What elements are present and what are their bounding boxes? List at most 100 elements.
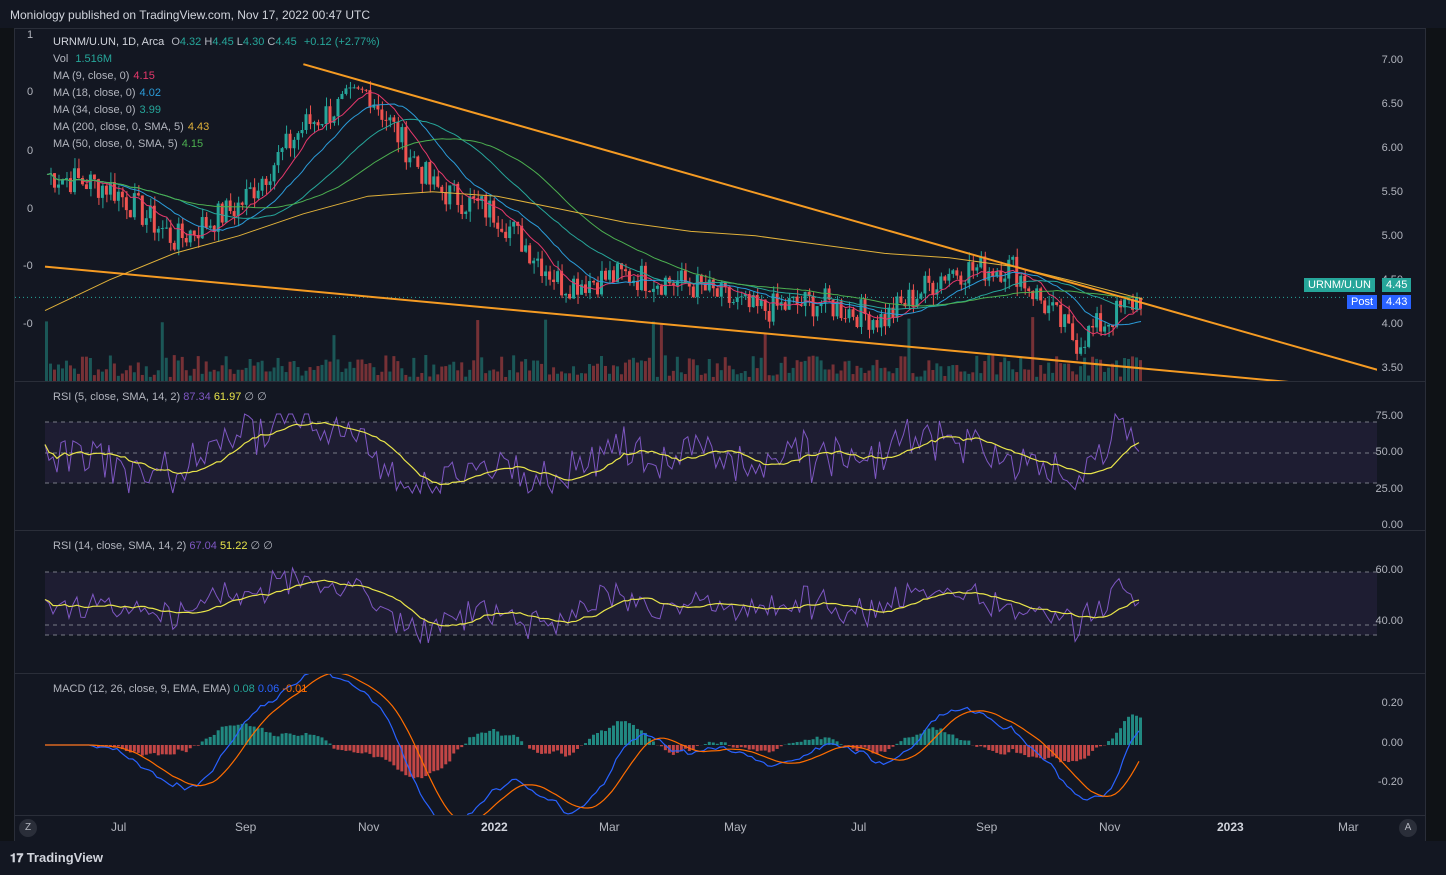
candle-body	[1075, 340, 1079, 354]
candle-body	[767, 310, 771, 322]
volume-bar	[336, 359, 340, 381]
candle-body	[715, 288, 719, 297]
ma-line-9[interactable]: MA (9, close, 0) 4.15	[53, 68, 380, 85]
ma-line-200[interactable]: MA (200, close, 0, SMA, 5) 4.43	[53, 119, 380, 136]
macd-histogram-bar	[1047, 745, 1051, 758]
symbol-name[interactable]: URNM/U.UN, 1D, Arca	[53, 36, 165, 48]
rsi5-axis[interactable]: 75.00 50.00 25.00 0.00	[1375, 382, 1425, 531]
macd-histogram-bar	[1063, 745, 1067, 762]
candle-body	[56, 184, 60, 188]
volume-bar	[1135, 357, 1139, 381]
macd-axis[interactable]: 0.20 0.00 -0.20	[1377, 674, 1425, 815]
volume-bar	[68, 365, 72, 381]
time-axis[interactable]: Z Jul Sep Nov 2022 Mar May Jul Sep Nov 2…	[15, 815, 1425, 841]
macd-histogram-bar	[288, 733, 292, 745]
chart-frame[interactable]: URNM/U.UN, 1D, Arca O4.32 H4.45 L4.30 C4…	[14, 28, 1426, 842]
macd-histogram-bar	[484, 732, 488, 745]
candle-body	[560, 271, 564, 296]
rsi14-legend[interactable]: RSI (14, close, SMA, 14, 2) 67.04 51.22 …	[53, 538, 273, 555]
volume-bar	[1031, 317, 1035, 381]
volume-bar	[300, 375, 304, 381]
macd-histogram-bar	[1007, 745, 1011, 753]
candle-body	[1087, 325, 1091, 347]
pane-divider[interactable]	[15, 673, 1425, 674]
macd-histogram-bar	[436, 745, 440, 771]
macd-histogram-bar	[292, 734, 296, 745]
macd-histogram-bar	[380, 745, 384, 758]
volume-bar	[60, 368, 64, 381]
macd-histogram-bar	[931, 727, 935, 745]
volume-bar	[436, 374, 440, 381]
pane-divider[interactable]	[15, 381, 1425, 382]
macd-histogram-bar	[260, 727, 264, 745]
candle-body	[731, 302, 735, 304]
volume-bar	[955, 365, 959, 381]
zoom-reset-button[interactable]: Z	[19, 819, 37, 837]
ma-line-34[interactable]: MA (34, close, 0) 3.99	[53, 102, 380, 119]
candle-body	[771, 293, 775, 322]
volume-bar	[152, 374, 156, 381]
macd-pane[interactable]	[15, 674, 1377, 815]
volume-bar	[136, 362, 140, 381]
macd-histogram-bar	[148, 745, 152, 754]
candle-body	[84, 184, 88, 190]
volume-bar	[1019, 357, 1023, 381]
candle-body	[983, 256, 987, 281]
price-axis[interactable]: 7.00 6.50 6.00 5.50 5.00 4.50 4.00 3.50	[1377, 29, 1425, 381]
macd-histogram-bar	[216, 730, 220, 745]
time-axis-divider	[15, 815, 1425, 816]
high-label: H	[204, 36, 213, 48]
rsi5-legend[interactable]: RSI (5, close, SMA, 14, 2) 87.34 61.97 ∅…	[53, 389, 267, 406]
macd-histogram-bar	[755, 745, 759, 752]
candle-body	[444, 192, 448, 205]
volume-bar	[128, 365, 132, 381]
volume-bar	[1055, 356, 1059, 381]
macd-histogram-bar	[452, 745, 456, 754]
auto-scale-button[interactable]: A	[1399, 819, 1417, 837]
pane-divider[interactable]	[15, 530, 1425, 531]
macd-histogram-bar	[911, 736, 915, 745]
macd-legend[interactable]: MACD (12, 26, close, 9, EMA, EMA) 0.08 0…	[53, 681, 307, 698]
candle-body	[424, 162, 428, 184]
candle-body	[488, 200, 492, 218]
tradingview-logo[interactable]: 𝟏𝟕 TradingView	[10, 850, 103, 866]
volume-bar	[679, 372, 683, 381]
candle-body	[859, 299, 863, 328]
candle-body	[168, 227, 172, 243]
rsi14-pane[interactable]	[15, 531, 1377, 673]
macd-histogram-bar	[955, 738, 959, 745]
macd-histogram-bar	[444, 745, 448, 765]
volume-bar	[795, 360, 799, 381]
macd-histogram-bar	[827, 737, 831, 745]
volume-bar	[935, 363, 939, 381]
candle-body	[935, 289, 939, 295]
macd-histogram-bar	[595, 733, 599, 745]
macd-label: MACD (12, 26, close, 9, EMA, EMA)	[53, 683, 231, 695]
volume-bar	[1063, 363, 1067, 381]
volume-bar	[747, 376, 751, 381]
volume-bar	[124, 370, 128, 381]
macd-histogram-bar	[416, 745, 420, 778]
candle-body	[384, 119, 388, 121]
ma-label: MA (34, close, 0)	[53, 104, 136, 116]
volume-bar	[284, 372, 288, 381]
candle-body	[695, 274, 699, 298]
candle-body	[643, 265, 647, 291]
close-value: 4.45	[275, 36, 297, 48]
macd-histogram-bar	[308, 734, 312, 745]
volume-bar	[304, 370, 308, 381]
macd-histogram-bar	[460, 745, 464, 748]
price-pane[interactable]	[15, 29, 1377, 381]
ma-line-50[interactable]: MA (50, close, 0, SMA, 5) 4.15	[53, 136, 380, 153]
candle-body	[540, 258, 544, 277]
macd-histogram-bar	[1019, 745, 1023, 754]
macd-histogram-bar	[975, 745, 979, 747]
rsi14-axis[interactable]: 60.00 40.00	[1375, 531, 1425, 673]
candle-body	[951, 270, 955, 274]
candle-body	[707, 279, 711, 291]
rsi5-pane[interactable]	[15, 382, 1377, 530]
candle-body	[863, 299, 867, 315]
volume-line[interactable]: Vol 1.516M	[53, 51, 380, 68]
candle-body	[1039, 288, 1043, 301]
ma-line-18[interactable]: MA (18, close, 0) 4.02	[53, 85, 380, 102]
